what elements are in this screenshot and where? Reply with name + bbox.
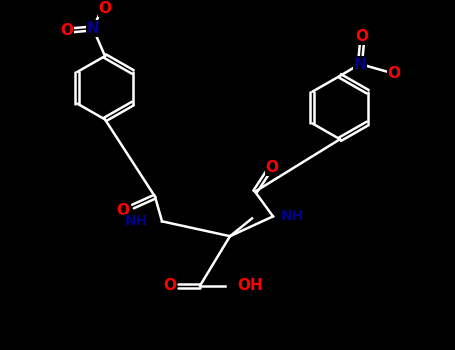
Text: N: N xyxy=(354,56,366,71)
Text: OH: OH xyxy=(237,278,263,293)
Text: O: O xyxy=(355,29,369,44)
Text: N: N xyxy=(86,21,99,36)
Text: O: O xyxy=(266,160,278,175)
Text: O: O xyxy=(98,1,111,16)
Text: O: O xyxy=(61,23,74,38)
Text: O: O xyxy=(116,203,130,218)
Text: NH: NH xyxy=(125,214,148,228)
Text: NH: NH xyxy=(281,209,304,223)
Text: O: O xyxy=(388,66,400,82)
Text: O: O xyxy=(163,278,177,293)
